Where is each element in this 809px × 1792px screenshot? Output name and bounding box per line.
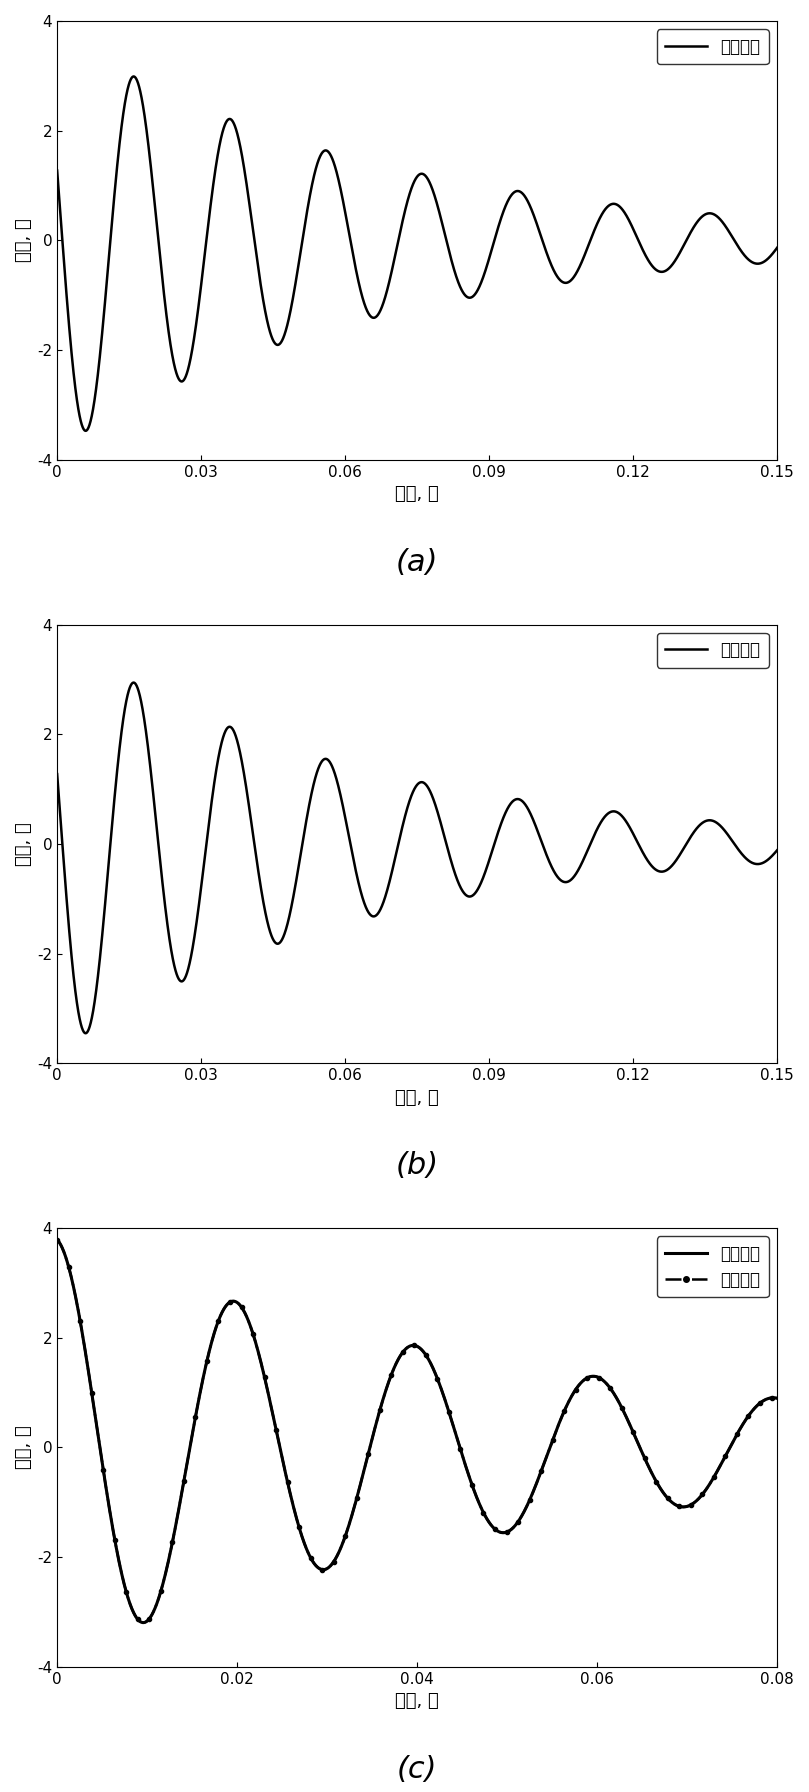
X-axis label: 时间, 秒: 时间, 秒	[396, 1090, 439, 1107]
Legend: 实验结果, 仿真结果: 实验结果, 仿真结果	[657, 1236, 769, 1297]
Legend: 仿真结果: 仿真结果	[657, 29, 769, 65]
X-axis label: 时间, 秒: 时间, 秒	[396, 1692, 439, 1710]
Text: (c): (c)	[397, 1754, 438, 1783]
Y-axis label: 电流, 安: 电流, 安	[15, 1426, 33, 1469]
Text: (a): (a)	[396, 548, 438, 577]
Y-axis label: 电流, 安: 电流, 安	[15, 823, 33, 866]
Y-axis label: 电流, 安: 电流, 安	[15, 219, 33, 262]
Legend: 实验结果: 实验结果	[657, 633, 769, 668]
X-axis label: 时间, 秒: 时间, 秒	[396, 486, 439, 504]
Text: (b): (b)	[396, 1150, 438, 1181]
